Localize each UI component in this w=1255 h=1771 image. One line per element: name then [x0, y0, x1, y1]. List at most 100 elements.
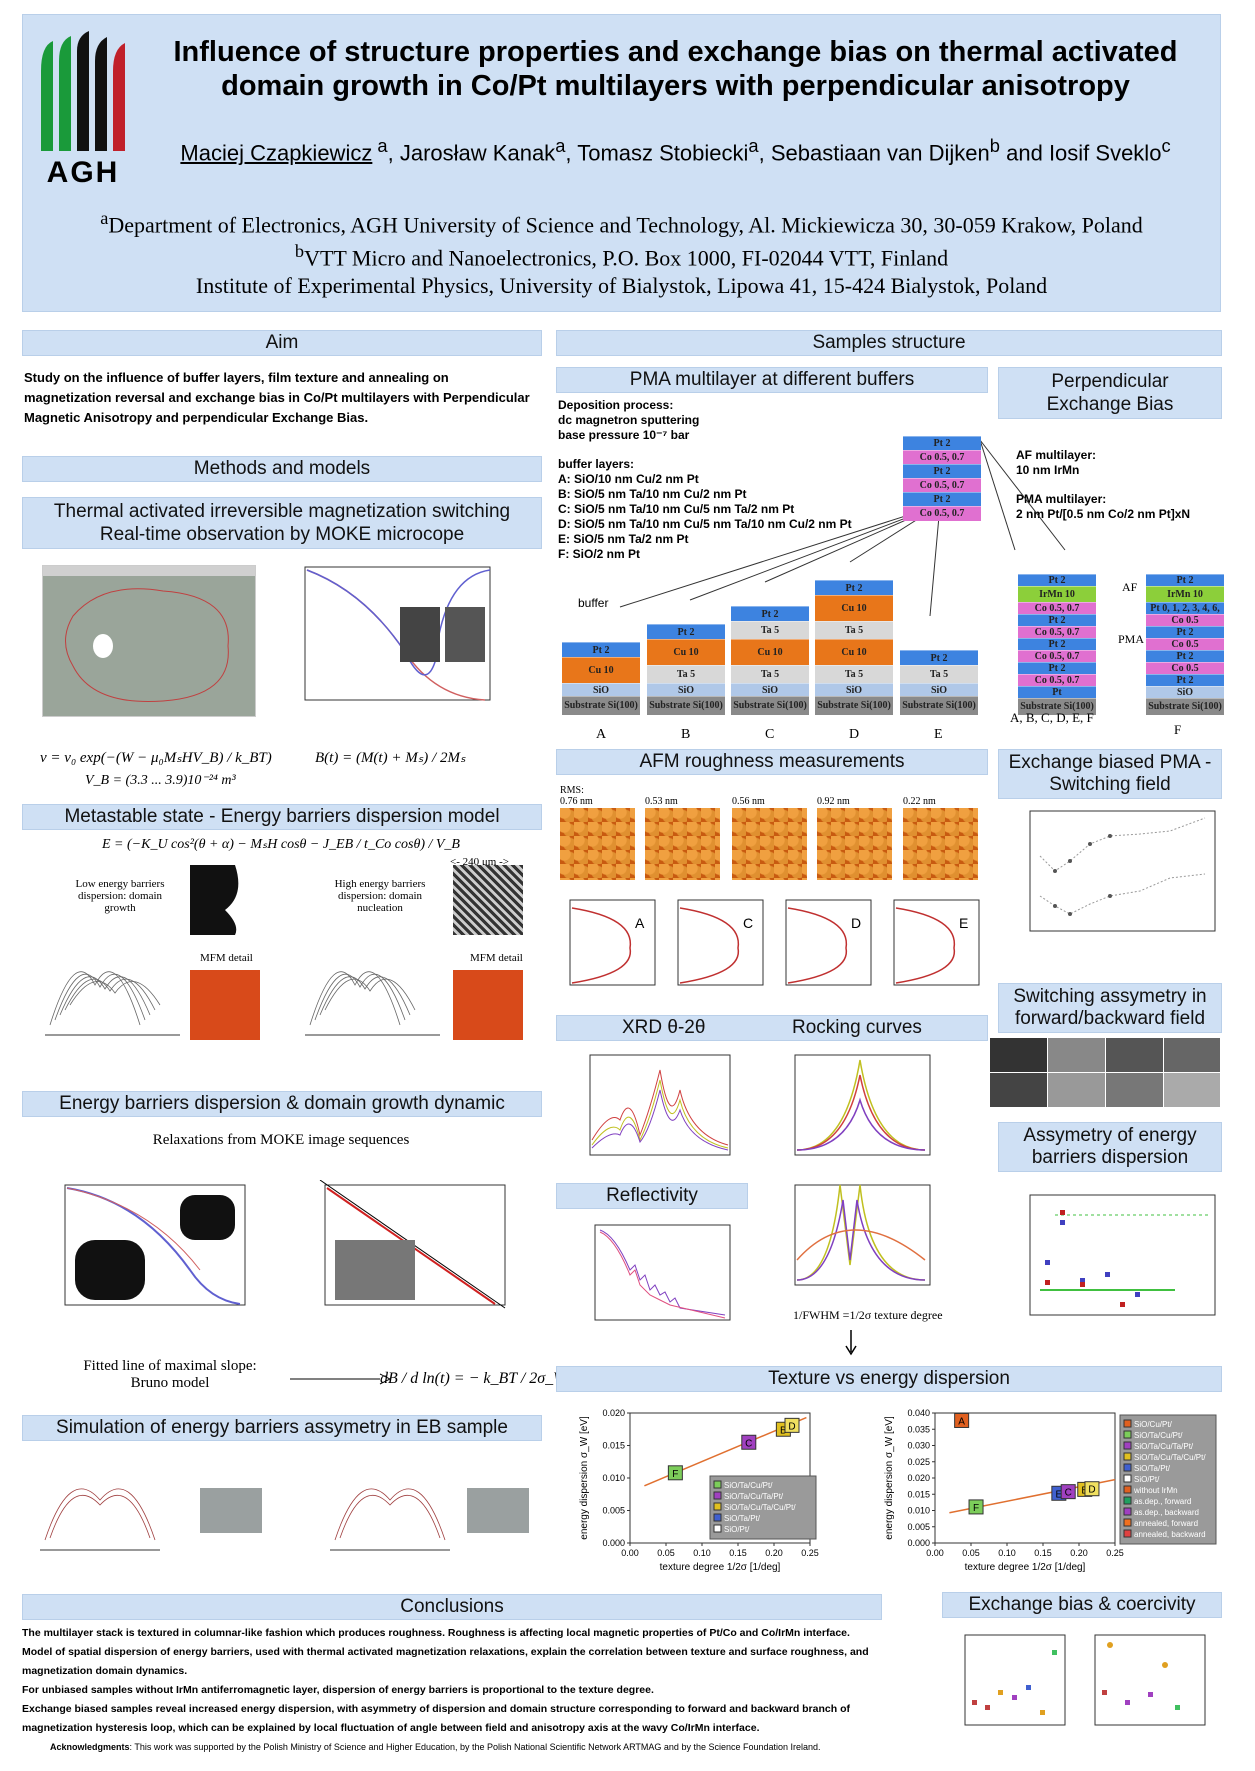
stack-layer: Co 0.5, 0.7	[903, 478, 981, 493]
afm-image	[817, 808, 892, 880]
data-point	[784, 1417, 800, 1433]
dep-line: buffer layers:	[558, 457, 635, 471]
afm-rms-value: 0.22 nm	[903, 796, 936, 807]
dep-line: D: SiO/5 nm Ta/10 nm Cu/5 nm Ta/10 nm Cu…	[558, 517, 852, 531]
xrd-heading: XRD θ-2θ Rocking curves	[556, 1015, 988, 1041]
x-tick-label: 0.05	[962, 1548, 980, 1558]
dep-line: C: SiO/5 nm Ta/10 nm Cu/5 nm Ta/2 nm Pt	[558, 502, 795, 516]
stack-layer: Pt 2	[1018, 662, 1096, 675]
legend-swatch	[713, 1502, 722, 1511]
exbias-line: AF multilayer:	[1016, 448, 1097, 462]
logo-text: AGH	[46, 156, 120, 189]
stack-layer: Cu 10	[731, 639, 809, 666]
legend-entry: SiO/Pt/	[724, 1525, 750, 1534]
stack-layer: Co 0.5	[1146, 662, 1224, 675]
pe-heading-line-2: Exchange Bias	[1046, 394, 1174, 415]
equation-v: v = v₀ exp(−(W − μ₀MₛHV_B) / k_BT)	[40, 750, 272, 766]
fwhm-label: 1/FWHM =1/2σ texture degree	[793, 1308, 943, 1322]
affiliation-3: Institute of Experimental Physics, Unive…	[195, 272, 1048, 298]
afm-rms-value: 0.92 nm	[817, 796, 850, 807]
rocking-title: Rocking curves	[792, 1017, 922, 1038]
simulation-plot-b	[330, 1460, 450, 1560]
energy-landscape-high	[300, 925, 450, 1050]
energy-landscape-low	[40, 925, 190, 1050]
stack-layer: IrMn 10	[1018, 586, 1096, 603]
legend-box	[1119, 1414, 1217, 1545]
afm-histogram: D	[785, 899, 872, 986]
dep-line: Deposition process:	[558, 398, 674, 412]
stack-layer: IrMn 10	[1146, 586, 1224, 603]
author-2: Jarosław Kanak	[399, 140, 556, 166]
thermal-heading-line-2: Real-time observation by MOKE microcope	[99, 524, 465, 545]
x-axis-label: texture degree 1/2σ [1/deg]	[660, 1562, 781, 1573]
legend-swatch	[1123, 1485, 1132, 1494]
afm-image	[645, 808, 720, 880]
f-label: F	[1174, 722, 1182, 737]
stack-layer: Pt 2	[647, 624, 725, 640]
y-tick-label: 0.010	[907, 1506, 930, 1516]
asym-plot	[1005, 1180, 1220, 1340]
dep-line: E: SiO/5 nm Ta/2 nm Pt	[558, 532, 689, 546]
x-tick-label: 0.20	[765, 1548, 783, 1558]
legend-swatch	[713, 1491, 722, 1500]
ebc-plot-2	[1080, 1630, 1210, 1740]
ack-text: : This work was supported by the Polish …	[129, 1742, 821, 1752]
x-tick-label: 0.25	[801, 1548, 819, 1558]
data-point-label: E	[1056, 1489, 1063, 1500]
conclusions-text: The multilayer stack is textured in colu…	[22, 1624, 882, 1738]
legend-swatch	[1123, 1419, 1132, 1428]
metastable-heading: Metastable state - Energy barriers dispe…	[22, 804, 542, 830]
asym-heading-line-1: Assymetry of energy	[1023, 1125, 1197, 1146]
stack-label: C	[765, 727, 775, 742]
dep-line: A: SiO/10 nm Cu/2 nm Pt	[558, 472, 699, 486]
switch-asym-heading: Switching assymetry in forward/backward …	[998, 983, 1222, 1033]
stack-layer: Substrate Si(100)	[562, 696, 640, 715]
histogram-label: A	[635, 915, 645, 931]
y-tick-label: 0.015	[602, 1441, 625, 1451]
conclusion-2: Model of spatial dispersion of energy ba…	[22, 1646, 869, 1677]
stack-label: D	[849, 727, 860, 742]
switching-field-plot	[1010, 806, 1220, 946]
x-tick-label: 0.00	[926, 1548, 944, 1558]
stack-layer: SiO	[1146, 686, 1224, 699]
exbias-line: 10 nm IrMn	[1016, 463, 1080, 477]
legend-entry: SiO/Cu/Pt/	[1134, 1420, 1173, 1429]
mfm-detail-2	[453, 970, 523, 1040]
stack-layer: Substrate Si(100)	[647, 696, 725, 715]
x-tick-label: 0.00	[621, 1548, 639, 1558]
y-tick-label: 0.025	[907, 1457, 930, 1467]
stack-layer: Substrate Si(100)	[815, 696, 893, 715]
y-tick-label: 0.035	[907, 1424, 930, 1434]
texture-chart-unbiased: 0.00 0.05 0.10 0.15 0.20 0.25 0.000 0.005 0.010 0…	[579, 1408, 819, 1573]
data-point-label: D	[788, 1421, 795, 1432]
y-tick-label: 0.000	[907, 1538, 930, 1548]
stack-label: B	[681, 727, 691, 742]
stack-layer: Cu 10	[815, 639, 893, 666]
legend-entry: without IrMn	[1133, 1486, 1178, 1495]
y-axis-label: energy dispersion σ_W [eV]	[884, 1416, 895, 1540]
data-point	[1060, 1484, 1076, 1500]
legend-entry: as.dep., backward	[1134, 1508, 1199, 1517]
ebpma-heading-line-2: Switching field	[1049, 774, 1171, 795]
x-tick-label: 0.05	[657, 1548, 675, 1558]
stack-A: Pt 2 Cu 10 SiO Substrate Si(100)	[562, 642, 640, 715]
legend-swatch	[1123, 1496, 1132, 1505]
asym-heading-line-2: barriers dispersion	[1031, 1147, 1189, 1168]
y-tick-label: 0.030	[907, 1441, 930, 1451]
stack-layer: Co 0.5	[1146, 638, 1224, 651]
stack-layer: Pt 2	[903, 464, 981, 479]
stack-layer: Ta 5	[815, 665, 893, 684]
stack-layer: Substrate Si(100)	[1018, 698, 1096, 715]
affiliations: aDepartment of Electronics, AGH Universi…	[100, 208, 1143, 298]
authors: Maciej Czapkiewicz a, Jarosław Kanaka, T…	[180, 135, 1171, 166]
buffer-label: buffer	[578, 596, 609, 610]
y-tick-label: 0.000	[602, 1538, 625, 1548]
exbias-line: 2 nm Pt/[0.5 nm Co/2 nm Pt]xN	[1016, 507, 1191, 521]
stack-layer: Ta 5	[815, 621, 893, 640]
deposition-text: Deposition process: dc magnetron sputter…	[558, 398, 878, 562]
dep-line: dc magnetron sputtering	[558, 413, 700, 427]
stack-layer: Co 0.5, 0.7	[1018, 674, 1096, 687]
y-tick-label: 0.010	[602, 1473, 625, 1483]
stack-layer: Pt 2	[1146, 650, 1224, 663]
afm-histogram: C	[677, 899, 764, 986]
